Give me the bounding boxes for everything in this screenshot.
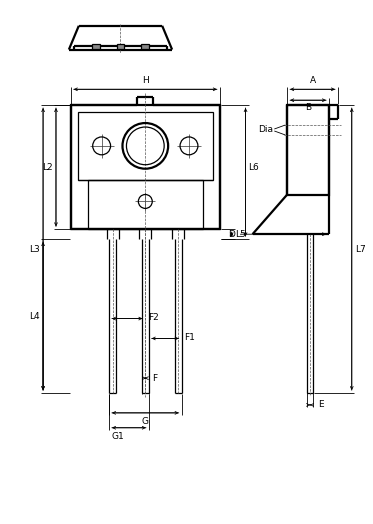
Text: G1: G1 [111,432,124,441]
Text: L5: L5 [235,230,245,239]
Bar [78,112,213,180]
Text: F1: F1 [185,333,195,342]
Bar [287,105,329,194]
Text: L3: L3 [29,245,40,254]
Text: L4: L4 [29,312,40,321]
Text: A: A [310,77,316,85]
Bar [71,105,220,229]
Text: L6: L6 [248,163,259,172]
Text: D: D [228,230,235,239]
Text: G: G [142,417,149,426]
Text: L2: L2 [43,163,53,172]
Bar [116,43,125,49]
Text: F: F [152,374,157,383]
Bar [92,43,100,49]
Text: L7: L7 [355,245,366,254]
Text: H: H [142,77,149,85]
Bar [141,43,149,49]
Text: B: B [305,103,311,112]
Text: Dia: Dia [258,125,273,135]
Text: F2: F2 [148,313,159,322]
Text: E: E [318,400,324,409]
Bar [88,180,203,229]
